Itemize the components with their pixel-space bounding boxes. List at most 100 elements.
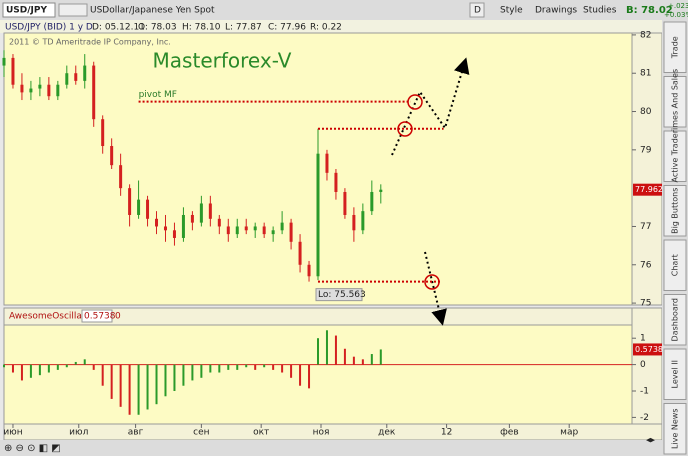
zoom-icons[interactable]: ⊕ ⊖ ⊙ ◧ ◩ [4, 443, 61, 454]
scroll[interactable]: ◂▸ [646, 436, 656, 446]
osc-bar [164, 364, 167, 397]
icons[interactable] [58, 3, 88, 17]
osc-bar [29, 364, 32, 378]
info-high: H: 78.10 [182, 23, 221, 33]
button[interactable]: Studies [583, 6, 617, 16]
button[interactable]: D [474, 6, 481, 16]
osc-bar [218, 364, 221, 373]
candle-body [11, 57, 15, 85]
candle-body [155, 218, 159, 227]
candle-body [361, 211, 365, 231]
osc-bar [254, 364, 257, 370]
osc-bar [65, 364, 68, 368]
arrow-down [424, 251, 447, 326]
candle-body [47, 84, 51, 97]
candle-body [146, 199, 150, 219]
x-tick-label: июл [69, 428, 88, 438]
candle-body [199, 203, 203, 223]
y-tick-label: -1 [640, 387, 649, 397]
osc-bar [20, 364, 23, 381]
last-price-label: 77.962 [635, 185, 663, 194]
osc-bar [38, 364, 41, 376]
candle-body [38, 84, 42, 89]
change-pct: +0.03% [664, 11, 688, 19]
symbol[interactable]: USD/JPY [6, 6, 47, 16]
osc-bar [182, 364, 185, 386]
chart-title: Masterforex-V [153, 49, 292, 73]
osc-bar [290, 364, 293, 378]
side-tab[interactable] [663, 130, 687, 182]
candle-body [253, 226, 257, 231]
side-tab[interactable] [663, 21, 687, 73]
osc-bar [370, 354, 373, 365]
candle-body [163, 226, 167, 231]
side-tab-label[interactable]: Chart [671, 254, 680, 276]
info-bar [0, 20, 662, 33]
osc-bar [379, 349, 382, 365]
osc-bar [155, 364, 158, 405]
symbol-box[interactable] [2, 2, 56, 18]
x-tick-label: мар [560, 428, 578, 438]
candle-body [128, 188, 132, 215]
info-open: O: 78.03 [138, 23, 177, 33]
y-tick-label: 81 [640, 69, 651, 79]
osc-value: 0.5738 [84, 312, 116, 322]
side-tab[interactable] [663, 294, 687, 346]
side-tab[interactable] [663, 348, 687, 400]
toolbar [0, 0, 688, 20]
osc-bar [191, 364, 194, 381]
candle-body [316, 153, 320, 277]
y-tick-label: 76 [640, 260, 652, 270]
side-tab[interactable] [663, 76, 687, 128]
osc-bar [128, 364, 131, 415]
side-tab-label[interactable]: Trade [671, 36, 680, 59]
button[interactable]: Drawings [535, 6, 577, 16]
osc-bar [361, 359, 364, 365]
side-tab[interactable] [663, 185, 687, 237]
info-title: USD/JPY (BID) 1 y D [5, 23, 93, 33]
x-tick-label: ноя [313, 428, 330, 438]
candle-body [29, 88, 33, 93]
y-tick-label: 75 [640, 299, 651, 309]
button-box[interactable] [469, 2, 485, 18]
x-tick-label: фев [500, 428, 519, 438]
osc-bar [299, 364, 302, 386]
x-tick-label: 12 [441, 428, 452, 438]
candle-body [271, 230, 275, 235]
last-osc-box [633, 343, 662, 356]
candle-body [20, 84, 24, 93]
osc-bar [325, 330, 328, 365]
side-tab-label[interactable]: Active Trader [671, 129, 680, 182]
side-tab[interactable] [663, 239, 687, 291]
osc-bar [334, 335, 337, 365]
candle-body [307, 264, 311, 277]
osc-bar [146, 364, 149, 410]
candle-body [370, 191, 374, 212]
side-tab[interactable] [663, 403, 687, 455]
y-tick-label: 82 [640, 30, 651, 40]
candle-body [235, 226, 239, 235]
osc-param: 0 [115, 312, 121, 322]
side-tab-label[interactable]: Level II [671, 360, 680, 388]
x-tick-label: сен [193, 428, 209, 438]
arrow-up [391, 57, 470, 156]
candle-body [262, 226, 266, 235]
candle-body [65, 73, 69, 85]
level-label: Lo: 75.563 [318, 290, 366, 300]
side-tab-label[interactable]: Times And Sales [671, 69, 680, 136]
side-tab-label[interactable]: Dashboard [671, 298, 680, 341]
candle-body [172, 230, 176, 238]
x-tick-label: июн [3, 428, 22, 438]
osc-bar [317, 338, 319, 365]
candle-body [83, 65, 87, 81]
osc-bar [343, 348, 346, 365]
side-tab-label[interactable]: Big Buttons [671, 188, 680, 234]
osc-axis [631, 307, 663, 425]
osc-bar [236, 364, 239, 370]
button[interactable]: Style [500, 6, 523, 16]
info-close: C: 77.96 [268, 23, 306, 33]
side-tab-label[interactable]: Live News [671, 409, 680, 450]
osc-bar [47, 364, 50, 373]
info-date: D: 05.12.11 [92, 23, 145, 33]
candle-body [244, 226, 248, 231]
